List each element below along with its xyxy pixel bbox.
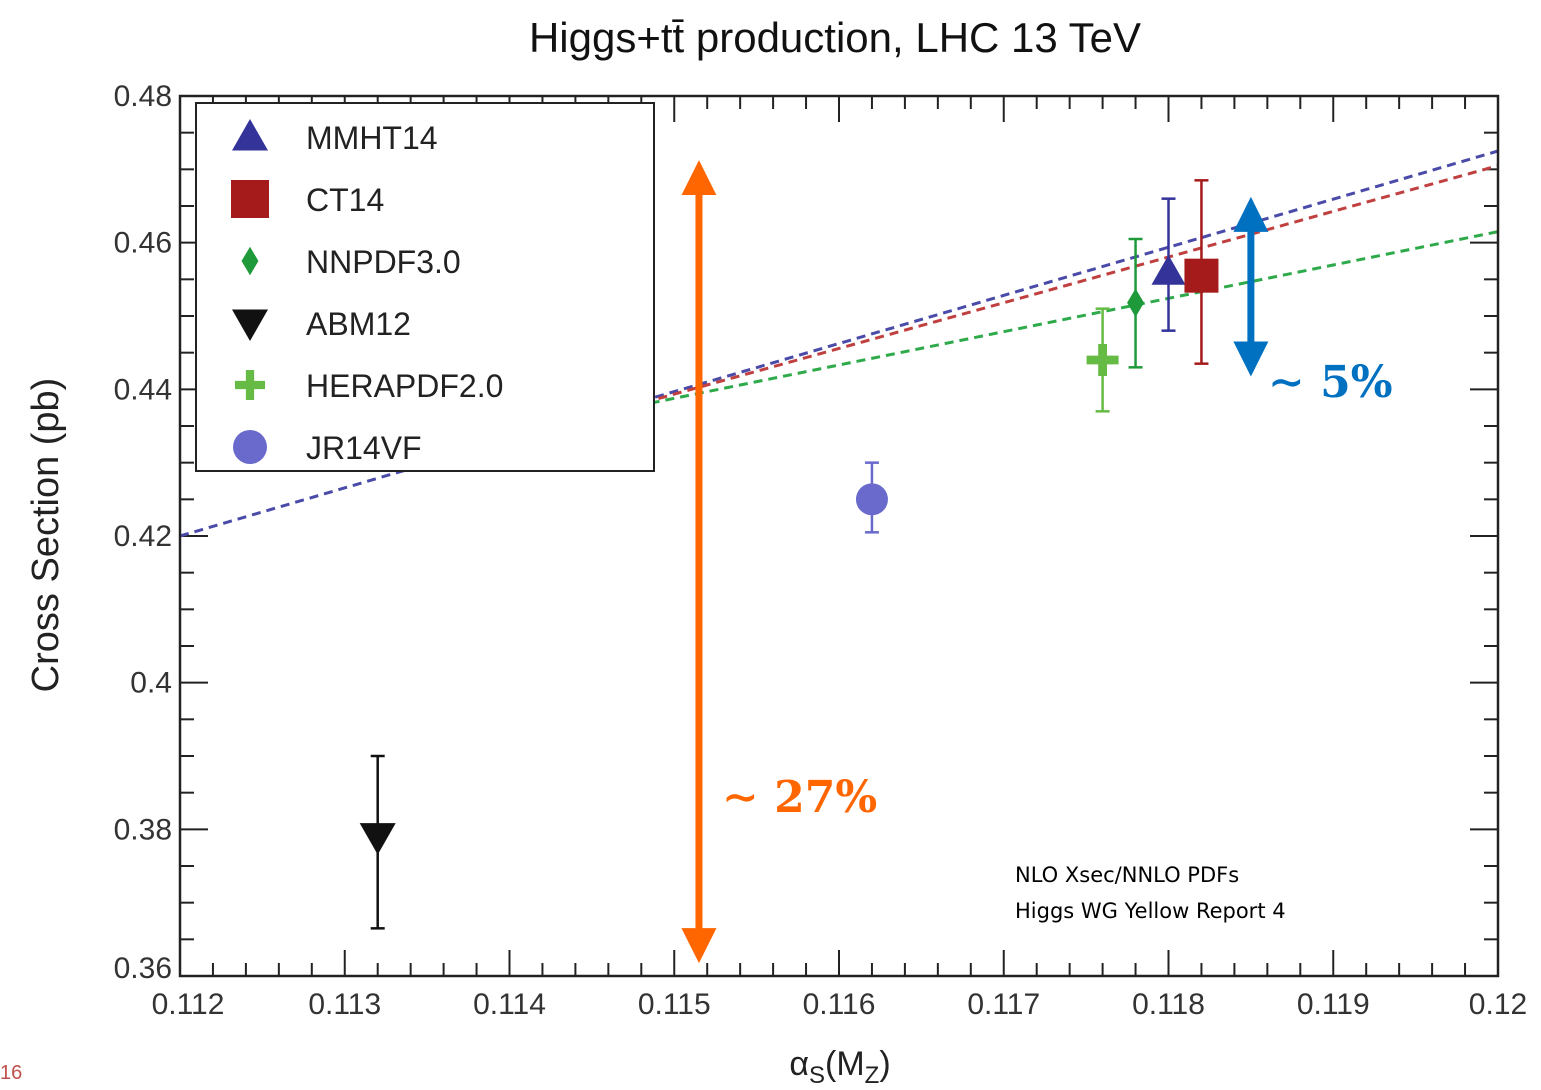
legend-label-abm12: ABM12 (306, 306, 411, 342)
y-tick-label: 0.36 (114, 952, 172, 985)
chart-title: Higgs+tt̄ production, LHC 13 TeV (529, 14, 1141, 61)
y-tick-label: 0.48 (114, 80, 172, 113)
x-axis-label: αS(MZ) (789, 1045, 890, 1089)
legend-items: MMHT14 CT14 NNPDF3.0 ABM12 HERAPDF2.0 JR14VF (231, 119, 503, 466)
x-tick-label: 0.112 (152, 988, 225, 1021)
legend-label-mmht14: MMHT14 (306, 120, 438, 156)
y-axis-label: Cross Section (pb) (25, 378, 67, 693)
legend-marker-herapdf2-0 (235, 370, 265, 400)
x-tick-label: 0.113 (308, 988, 381, 1021)
page-number: 16 (0, 1062, 23, 1084)
y-tick-label: 0.42 (114, 520, 172, 553)
legend-label-nnpdf3-0: NNPDF3.0 (306, 244, 461, 280)
legend-label-ct14: CT14 (306, 182, 384, 218)
legend-marker-nnpdf3-0 (241, 246, 259, 276)
x-tick-labels: 0.112 0.113 0.114 0.115 0.116 0.117 0.118 0.119… (152, 988, 1528, 1021)
fit-line (591, 230, 1499, 417)
legend-label-jr14vf: JR14VF (306, 430, 422, 466)
x-tick-label: 0.114 (473, 988, 546, 1021)
y-tick-label: 0.46 (114, 227, 172, 260)
annotation-note-2: Higgs WG Yellow Report 4 (1015, 899, 1286, 923)
y-tick-label: 0.44 (114, 373, 172, 406)
annotation-5-percent: ∼ 5% (1268, 357, 1393, 408)
point-abm12 (359, 823, 396, 855)
x-tick-label: 0.12 (1469, 988, 1527, 1021)
point-mmht14 (1151, 255, 1186, 285)
point-herapdf2-0 (1086, 344, 1119, 376)
legend: MMHT14 CT14 NNPDF3.0 ABM12 HERAPDF2.0 JR14VF (195, 102, 655, 472)
x-tick-label: 0.118 (1132, 988, 1205, 1021)
plot-frame (178, 94, 1500, 978)
x-tick-label: 0.117 (967, 988, 1040, 1021)
point-ct14 (1184, 258, 1219, 293)
x-tick-label: 0.119 (1297, 988, 1370, 1021)
annotation-note-1: NLO Xsec/NNLO PDFs (1015, 863, 1239, 887)
legend-marker-mmht14 (232, 119, 268, 151)
legend-marker-ct14 (231, 180, 269, 218)
y-tick-label: 0.38 (114, 813, 172, 846)
y-tick-label: 0.4 (130, 667, 172, 700)
x-tick-label: 0.116 (803, 988, 876, 1021)
data-points (359, 179, 1219, 930)
annotation-27-percent: ∼ 27% (722, 772, 877, 823)
legend-marker-jr14vf (233, 430, 267, 464)
legend-label-herapdf2-0: HERAPDF2.0 (306, 368, 503, 404)
legend-marker-abm12 (232, 309, 268, 341)
x-tick-label: 0.115 (638, 988, 711, 1021)
point-nnpdf3-0 (1127, 288, 1144, 318)
legend-box (195, 102, 655, 472)
point-jr14vf (855, 483, 888, 516)
y-tick-labels: 0.36 0.38 0.4 0.42 0.44 0.46 0.48 (114, 80, 172, 985)
